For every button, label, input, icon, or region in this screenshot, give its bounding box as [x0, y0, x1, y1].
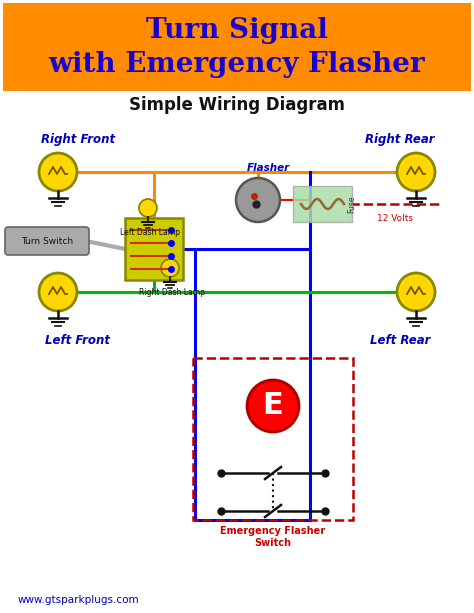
Circle shape: [39, 273, 77, 311]
Text: Emergency Flasher
Switch: Emergency Flasher Switch: [220, 526, 326, 547]
Text: Fuse: Fuse: [347, 196, 356, 213]
Circle shape: [397, 153, 435, 191]
Circle shape: [236, 178, 280, 222]
Circle shape: [39, 153, 77, 191]
FancyBboxPatch shape: [125, 218, 183, 280]
Text: Turn Signal: Turn Signal: [146, 17, 328, 44]
Text: Flasher: Flasher: [246, 163, 290, 173]
Circle shape: [397, 273, 435, 311]
Text: Right Dash Lamp: Right Dash Lamp: [139, 288, 205, 297]
Text: Left Rear: Left Rear: [370, 333, 430, 346]
FancyBboxPatch shape: [293, 186, 352, 222]
Text: with Emergency Flasher: with Emergency Flasher: [49, 51, 425, 78]
Text: www.gtsparkplugs.com: www.gtsparkplugs.com: [18, 595, 140, 605]
Text: Left Front: Left Front: [46, 333, 110, 346]
Circle shape: [247, 380, 299, 432]
FancyBboxPatch shape: [5, 227, 89, 255]
Text: Simple Wiring Diagram: Simple Wiring Diagram: [129, 96, 345, 114]
Text: 12 Volts: 12 Volts: [377, 214, 413, 223]
Text: Right Front: Right Front: [41, 134, 115, 147]
Circle shape: [139, 199, 157, 217]
Circle shape: [161, 259, 179, 277]
Text: E: E: [263, 392, 283, 421]
Text: Turn Switch: Turn Switch: [21, 237, 73, 245]
Text: Left Dash Lamp: Left Dash Lamp: [120, 228, 180, 237]
FancyBboxPatch shape: [3, 3, 471, 91]
Text: Right Rear: Right Rear: [365, 134, 435, 147]
